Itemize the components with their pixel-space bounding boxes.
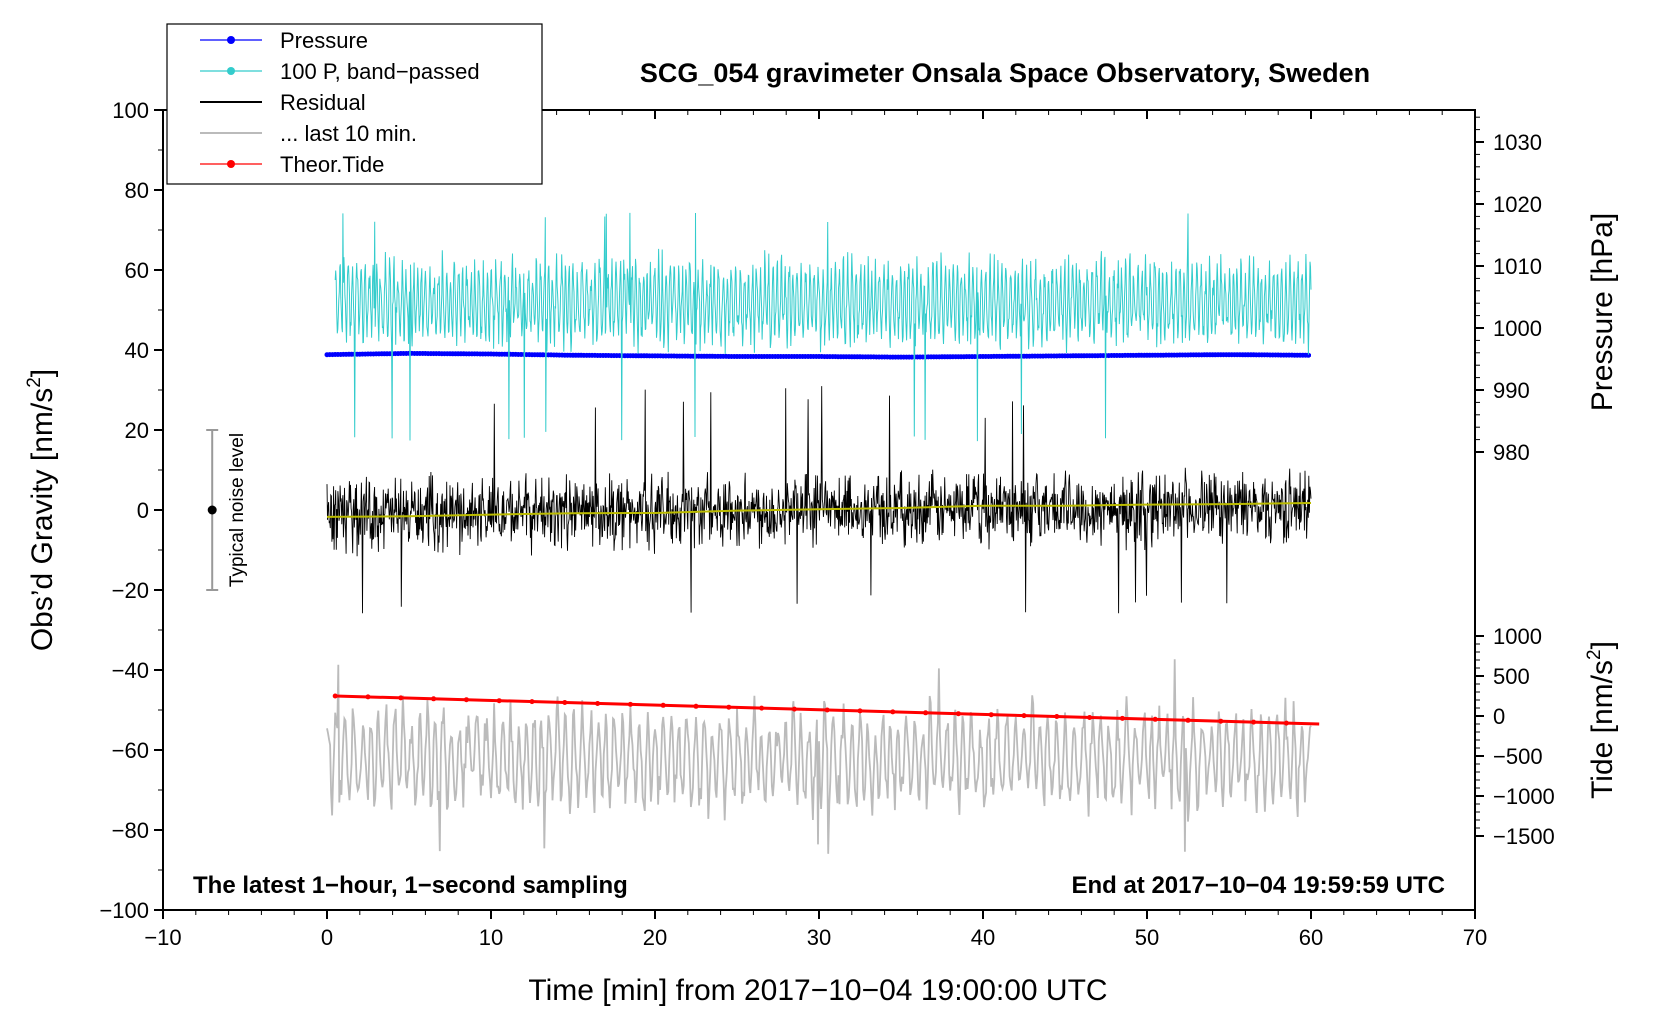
y-axis-title-left-sup: 2 bbox=[24, 377, 45, 388]
x-tick-label: 30 bbox=[807, 925, 831, 950]
series-theor-tide-point bbox=[726, 704, 732, 710]
pressure-tick-label: 1000 bbox=[1493, 316, 1542, 341]
legend-marker bbox=[227, 160, 235, 168]
tide-tick-label: −1500 bbox=[1493, 824, 1555, 849]
series-theor-tide-point bbox=[660, 702, 666, 708]
series-theor-tide-point bbox=[496, 698, 502, 704]
series-theor-tide-point bbox=[759, 705, 765, 711]
y-axis-title-left: Obs’d Gravity [nm/s2] bbox=[24, 369, 59, 651]
series-theor-tide-point bbox=[595, 701, 601, 706]
legend-box bbox=[166, 23, 543, 185]
series-theor-tide-point bbox=[1152, 716, 1158, 722]
y-tick-label: 100 bbox=[112, 98, 149, 123]
series-smoothed-residual bbox=[326, 502, 1312, 518]
y-tick-label: −20 bbox=[112, 578, 149, 603]
y-axis-title-tide-sup: 2 bbox=[1584, 649, 1605, 660]
x-tick-label: 60 bbox=[1299, 925, 1323, 950]
series-theor-tide-point bbox=[332, 693, 338, 699]
tide-tick-label: −500 bbox=[1493, 744, 1543, 769]
pressure-tick-label: 1010 bbox=[1493, 254, 1542, 279]
series-theor-tide-point bbox=[463, 697, 469, 703]
tide-tick-label: −1000 bbox=[1493, 784, 1555, 809]
series-theor-tide-point bbox=[693, 703, 699, 709]
y-tick-label: 40 bbox=[125, 338, 149, 363]
series-theor-tide-point bbox=[562, 700, 568, 705]
x-tick-label: 10 bbox=[479, 925, 503, 950]
series-theor-tide-point bbox=[1251, 719, 1257, 725]
x-tick-label: 20 bbox=[643, 925, 667, 950]
series-100-p-band-passed bbox=[334, 212, 1312, 442]
series-theor-tide-point bbox=[791, 706, 797, 712]
series-theor-tide-point bbox=[890, 709, 896, 715]
y-tick-label: −100 bbox=[99, 898, 149, 923]
series-theor-tide-point bbox=[529, 699, 535, 705]
noise-bar-center bbox=[207, 505, 217, 515]
y-tick-label: −40 bbox=[112, 658, 149, 683]
series-theor-tide-point bbox=[824, 707, 830, 713]
pressure-tick-label: 1030 bbox=[1493, 130, 1542, 155]
x-tick-label: 0 bbox=[321, 925, 333, 950]
series-theor-tide-point bbox=[1119, 715, 1125, 721]
series-theor-tide-point bbox=[1185, 717, 1191, 723]
series-theor-tide-point bbox=[923, 710, 929, 716]
legend-label: ... last 10 min. bbox=[280, 121, 417, 146]
series-pressure-point bbox=[1305, 352, 1311, 358]
y-axis-title-left-main: Obs’d Gravity [nm/s bbox=[26, 388, 59, 651]
tide-tick-label: 500 bbox=[1493, 664, 1530, 689]
y-tick-label: −60 bbox=[112, 738, 149, 763]
y-tick-label: 80 bbox=[125, 178, 149, 203]
tide-tick-label: 1000 bbox=[1493, 624, 1542, 649]
series-theor-tide-point bbox=[955, 711, 961, 717]
pressure-tick-label: 990 bbox=[1493, 378, 1530, 403]
series-theor-tide-point bbox=[1087, 715, 1093, 720]
series-theor-tide-point bbox=[365, 694, 371, 700]
noise-bar-label: Typical noise level bbox=[227, 433, 248, 587]
series-theor-tide-point bbox=[627, 701, 633, 707]
y-axis-title-tide-main: Tide [nm/s bbox=[1586, 660, 1619, 799]
legend-label: Residual bbox=[280, 90, 366, 115]
legend-marker bbox=[227, 36, 235, 44]
pressure-tick-label: 980 bbox=[1493, 440, 1530, 465]
series-theor-tide-point bbox=[1283, 720, 1289, 726]
x-tick-label: −10 bbox=[144, 925, 181, 950]
y-axis-title-pressure: Pressure [hPa] bbox=[1586, 213, 1619, 411]
annotation-bottom-left: The latest 1−hour, 1−second sampling bbox=[193, 872, 628, 899]
series-theor-tide-point bbox=[1218, 718, 1224, 724]
legend-label: Theor.Tide bbox=[280, 152, 384, 177]
x-tick-label: 70 bbox=[1463, 925, 1487, 950]
series-last-10-min bbox=[326, 659, 1312, 854]
annotation-bottom-right: End at 2017−10−04 19:59:59 UTC bbox=[1071, 872, 1445, 899]
chart-title: SCG_054 gravimeter Onsala Space Observat… bbox=[640, 58, 1370, 88]
y-tick-label: 60 bbox=[125, 258, 149, 283]
series-residual bbox=[326, 386, 1312, 614]
x-tick-label: 40 bbox=[971, 925, 995, 950]
series-theor-tide-point bbox=[431, 696, 437, 702]
series-theor-tide-point bbox=[988, 712, 994, 718]
y-axis-title-tide: Tide [nm/s2] bbox=[1584, 641, 1619, 799]
y-axis-title-left-end: ] bbox=[26, 369, 59, 377]
pressure-tick-label: 1020 bbox=[1493, 192, 1542, 217]
series-theor-tide-point bbox=[398, 695, 404, 701]
series-theor-tide-point bbox=[857, 708, 863, 714]
legend-marker bbox=[227, 67, 235, 75]
series-theor-tide-point bbox=[1054, 714, 1060, 719]
series-theor-tide-point bbox=[1021, 713, 1027, 719]
tide-tick-label: 0 bbox=[1493, 704, 1505, 729]
legend-label: Pressure bbox=[280, 28, 368, 53]
legend-label: 100 P, band−passed bbox=[280, 59, 480, 84]
y-tick-label: −80 bbox=[112, 818, 149, 843]
y-axis-title-tide-end: ] bbox=[1586, 641, 1619, 649]
x-tick-label: 50 bbox=[1135, 925, 1159, 950]
y-tick-label: 0 bbox=[137, 498, 149, 523]
y-tick-label: 20 bbox=[125, 418, 149, 443]
x-axis-title: Time [min] from 2017−10−04 19:00:00 UTC bbox=[528, 974, 1107, 1007]
